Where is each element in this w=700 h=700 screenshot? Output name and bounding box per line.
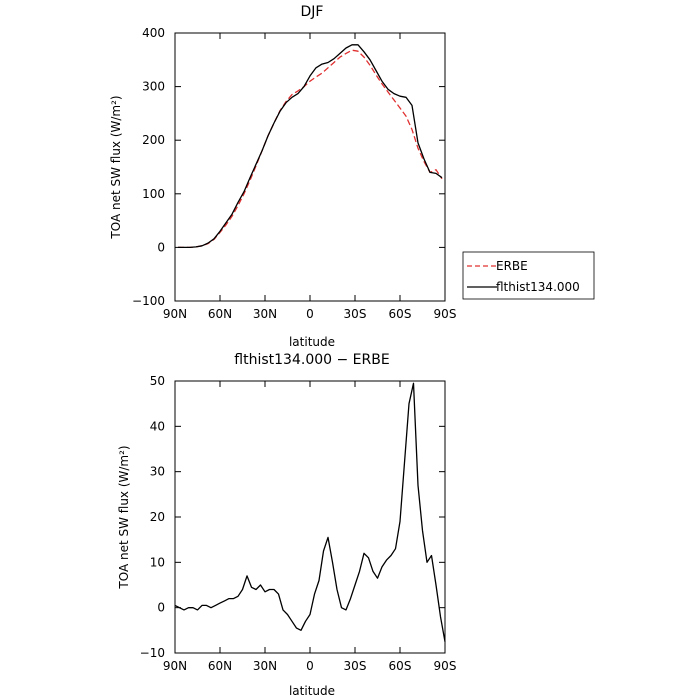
top-x-tick-label: 90S [434, 307, 457, 321]
top-x-tick-label: 60N [208, 307, 232, 321]
top-y-tick-label: 300 [142, 80, 165, 94]
top-y-ticks: −100 0 100 200 300 400 [132, 26, 445, 308]
bottom-y-ticks: −10 0 10 20 30 40 50 [140, 374, 445, 660]
bottom-y-axis-label: TOA net SW flux (W/m²) [117, 445, 131, 589]
bottom-x-axis-label: latitude [289, 684, 335, 698]
bottom-y-tick-label: 40 [150, 419, 165, 433]
top-x-tick-label: 30N [253, 307, 277, 321]
top-y-axis-label: TOA net SW flux (W/m²) [109, 95, 123, 239]
bottom-y-tick-label: 0 [157, 601, 165, 615]
bottom-chart-title: flthist134.000 − ERBE [234, 352, 389, 368]
bottom-y-tick-label: 50 [150, 374, 165, 388]
bottom-y-tick-label: 30 [150, 465, 165, 479]
top-y-tick-label: 100 [142, 187, 165, 201]
top-x-ticks: 90N 60N 30N 0 30S 60S 90S [163, 33, 457, 321]
top-plot-frame [174, 32, 446, 302]
bottom-x-tick-label: 60N [208, 659, 232, 673]
top-y-tick-label: −100 [132, 294, 165, 308]
legend-label-model: flthist134.000 [496, 280, 580, 294]
bottom-x-tick-label: 30S [344, 659, 367, 673]
top-x-tick-label: 0 [306, 307, 314, 321]
legend-box [462, 251, 595, 300]
top-panel: DJF 90N 60N 30N 0 30S 60S 90S −100 0 100 200 300 40… [109, 4, 456, 349]
top-series-line-flthist134-000 [178, 44, 443, 249]
bottom-series-line-difference [174, 382, 446, 642]
bottom-x-tick-label: 60S [389, 659, 412, 673]
top-y-tick-label: 400 [142, 26, 165, 40]
bottom-series-group [174, 382, 446, 642]
top-series-group [178, 44, 443, 249]
legend-label-erbe: ERBE [496, 259, 528, 273]
bottom-panel: flthist134.000 − ERBE 90N 60N 30N 0 30S 60S 90… [117, 352, 456, 698]
bottom-x-tick-label: 90S [434, 659, 457, 673]
top-series-line-erbe [178, 49, 443, 249]
bottom-x-ticks: 90N 60N 30N 0 30S 60S 90S [163, 381, 457, 673]
top-chart-title: DJF [301, 4, 324, 20]
top-y-tick-label: 0 [157, 240, 165, 254]
bottom-x-tick-label: 0 [306, 659, 314, 673]
top-x-axis-label: latitude [289, 335, 335, 349]
bottom-y-tick-label: 20 [150, 510, 165, 524]
top-x-tick-label: 60S [389, 307, 412, 321]
bottom-x-tick-label: 30N [253, 659, 277, 673]
bottom-x-tick-label: 90N [163, 659, 187, 673]
top-y-tick-label: 200 [142, 133, 165, 147]
top-x-tick-label: 90N [163, 307, 187, 321]
top-x-tick-label: 30S [344, 307, 367, 321]
bottom-y-tick-label: −10 [140, 646, 165, 660]
bottom-y-tick-label: 10 [150, 555, 165, 569]
legend: ERBE flthist134.000 [462, 251, 595, 300]
